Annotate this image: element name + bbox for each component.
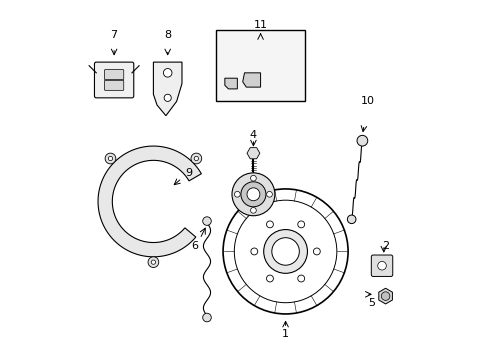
FancyBboxPatch shape [370,255,392,276]
Text: 5: 5 [367,298,374,308]
Circle shape [203,313,211,322]
Circle shape [151,260,155,264]
Circle shape [250,175,256,181]
Circle shape [381,292,389,300]
Circle shape [250,207,256,213]
Circle shape [266,275,273,282]
Text: 7: 7 [110,30,118,40]
Polygon shape [246,148,259,159]
Circle shape [266,192,272,197]
Circle shape [266,221,273,228]
Polygon shape [378,288,391,304]
Circle shape [313,248,320,255]
Text: 6: 6 [191,241,198,251]
Circle shape [346,215,355,224]
Text: 1: 1 [282,329,288,339]
Circle shape [105,153,116,164]
FancyBboxPatch shape [104,80,123,90]
Text: 2: 2 [381,241,388,251]
Text: 10: 10 [360,96,374,107]
Circle shape [231,173,274,216]
Circle shape [377,261,386,270]
Circle shape [148,257,159,267]
Circle shape [250,248,257,255]
Circle shape [297,221,304,228]
Text: 11: 11 [253,19,267,30]
Circle shape [203,217,211,225]
Circle shape [297,275,304,282]
FancyBboxPatch shape [94,62,134,98]
Circle shape [271,238,299,265]
Polygon shape [98,146,201,257]
Text: 4: 4 [249,130,257,140]
Circle shape [234,192,240,197]
Circle shape [241,182,265,207]
Text: 8: 8 [164,30,171,40]
Circle shape [191,153,201,164]
Polygon shape [242,73,260,87]
Polygon shape [224,78,237,89]
FancyBboxPatch shape [104,69,123,80]
Circle shape [194,156,198,161]
Circle shape [356,135,367,146]
Circle shape [163,68,172,77]
Bar [216,30,305,102]
Polygon shape [153,62,182,116]
Circle shape [246,188,259,201]
Circle shape [263,230,307,273]
Text: 3: 3 [249,173,256,183]
Text: 9: 9 [185,168,192,178]
Circle shape [164,94,171,102]
Circle shape [108,156,112,161]
